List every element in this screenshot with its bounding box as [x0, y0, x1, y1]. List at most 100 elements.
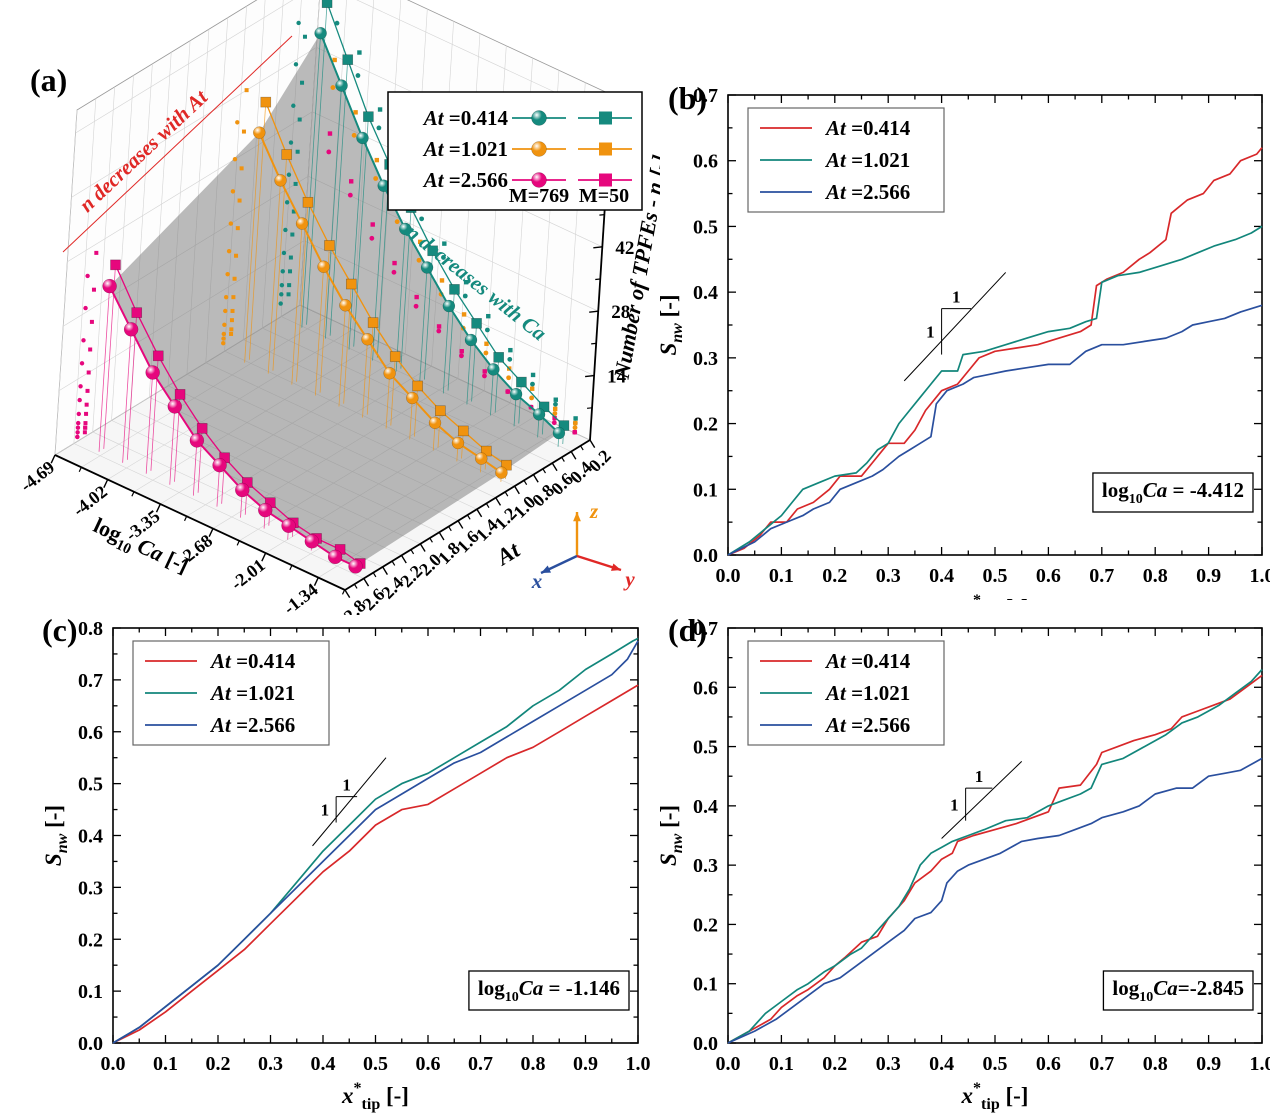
- panel-a-label: (a): [30, 62, 68, 98]
- svg-text:0.0: 0.0: [101, 1053, 126, 1075]
- svg-text:0.8: 0.8: [1143, 1053, 1168, 1075]
- svg-text:0.3: 0.3: [693, 348, 718, 370]
- svg-text:M=50: M=50: [579, 185, 629, 207]
- svg-text:0.4: 0.4: [78, 826, 103, 848]
- svg-text:0.7: 0.7: [693, 618, 718, 640]
- svg-text:At =0.414: At =0.414: [422, 106, 509, 130]
- svg-text:0.0: 0.0: [693, 545, 718, 567]
- svg-text:0.2: 0.2: [693, 414, 718, 436]
- svg-text:Snw [-]: Snw [-]: [41, 805, 71, 866]
- svg-text:0.3: 0.3: [876, 1053, 901, 1075]
- svg-text:1: 1: [950, 795, 959, 814]
- svg-text:log10Ca = -4.412: log10Ca = -4.412: [1102, 478, 1244, 507]
- svg-text:28: 28: [611, 302, 630, 323]
- svg-text:x*tip [-]: x*tip [-]: [961, 592, 1029, 600]
- svg-text:0.0: 0.0: [693, 1033, 718, 1055]
- svg-text:At =2.566: At =2.566: [824, 713, 910, 737]
- svg-text:At =2.566: At =2.566: [422, 168, 508, 192]
- svg-text:0.5: 0.5: [693, 737, 718, 759]
- svg-text:x*tip [-]: x*tip [-]: [961, 1080, 1029, 1113]
- svg-text:0.7: 0.7: [1089, 565, 1114, 587]
- svg-text:0.8: 0.8: [1143, 565, 1168, 587]
- svg-text:0.4: 0.4: [693, 282, 718, 304]
- svg-text:At =1.021: At =1.021: [824, 681, 910, 705]
- svg-text:At: At: [491, 537, 525, 571]
- svg-text:0.0: 0.0: [716, 565, 741, 587]
- svg-text:1: 1: [975, 767, 984, 786]
- svg-text:0.7: 0.7: [693, 85, 718, 107]
- svg-text:0.6: 0.6: [1036, 1053, 1061, 1075]
- svg-text:0.2: 0.2: [78, 929, 103, 951]
- svg-text:1: 1: [321, 801, 330, 820]
- svg-text:0.7: 0.7: [468, 1053, 493, 1075]
- svg-text:0.3: 0.3: [258, 1053, 283, 1075]
- svg-text:x*tip [-]: x*tip [-]: [341, 1080, 409, 1113]
- svg-text:At =2.566: At =2.566: [209, 713, 295, 737]
- svg-text:0.1: 0.1: [693, 974, 718, 996]
- svg-text:0.6: 0.6: [78, 722, 103, 744]
- svg-text:0.8: 0.8: [78, 618, 103, 640]
- svg-text:0.1: 0.1: [78, 981, 103, 1003]
- panel-b-line-plot: 0.0 0.1 0.2 0.3 0.4 0.5 0.6 0.7 0.8 0.9 1.0 0.0 0.1 0…: [660, 85, 1270, 600]
- svg-text:log10Ca=-2.845: log10Ca=-2.845: [1112, 976, 1244, 1005]
- svg-text:0.9: 0.9: [1196, 1053, 1221, 1075]
- svg-text:At =0.414: At =0.414: [209, 649, 296, 673]
- svg-text:0.1: 0.1: [769, 565, 794, 587]
- svg-text:0.1: 0.1: [769, 1053, 794, 1075]
- svg-text:At =1.021: At =1.021: [824, 148, 910, 172]
- svg-text:0.7: 0.7: [1089, 1053, 1114, 1075]
- svg-text:1: 1: [342, 776, 351, 795]
- svg-text:0.5: 0.5: [693, 216, 718, 238]
- svg-text:0.9: 0.9: [1196, 565, 1221, 587]
- svg-text:0.4: 0.4: [929, 1053, 954, 1075]
- svg-text:At =0.414: At =0.414: [824, 649, 911, 673]
- panel-c-label: (c): [42, 612, 78, 648]
- svg-text:0.5: 0.5: [363, 1053, 388, 1075]
- svg-text:0.4: 0.4: [311, 1053, 336, 1075]
- panel-d-line-plot: 0.0 0.1 0.2 0.3 0.4 0.5 0.6 0.7 0.8 0.9 1.0 0.0 0.1 0…: [660, 618, 1270, 1113]
- svg-text:0.0: 0.0: [716, 1053, 741, 1075]
- svg-text:At =1.021: At =1.021: [209, 681, 295, 705]
- svg-text:0.2: 0.2: [822, 565, 847, 587]
- svg-text:1.0: 1.0: [1250, 565, 1270, 587]
- panel-b-label: (b): [668, 80, 708, 116]
- svg-text:0.3: 0.3: [693, 855, 718, 877]
- svg-text:y: y: [622, 567, 635, 591]
- svg-text:z: z: [589, 499, 599, 523]
- svg-text:0.1: 0.1: [693, 479, 718, 501]
- svg-text:x: x: [531, 569, 543, 593]
- svg-text:At =1.021: At =1.021: [422, 137, 508, 161]
- svg-text:14: 14: [607, 367, 627, 388]
- svg-text:0.5: 0.5: [983, 565, 1008, 587]
- svg-text:Snw [-]: Snw [-]: [660, 294, 686, 355]
- svg-text:1: 1: [926, 323, 935, 342]
- svg-text:0.2: 0.2: [206, 1053, 231, 1075]
- svg-text:1.0: 1.0: [626, 1053, 651, 1075]
- svg-text:0.2: 0.2: [822, 1053, 847, 1075]
- svg-text:1: 1: [952, 288, 961, 307]
- svg-text:0.6: 0.6: [693, 151, 718, 173]
- svg-text:0.8: 0.8: [521, 1053, 546, 1075]
- svg-text:0.6: 0.6: [416, 1053, 441, 1075]
- svg-text:0.5: 0.5: [983, 1053, 1008, 1075]
- svg-text:M=769: M=769: [509, 185, 569, 207]
- svg-text:Snw [-]: Snw [-]: [660, 805, 686, 866]
- svg-text:0.2: 0.2: [693, 914, 718, 936]
- svg-text:0.4: 0.4: [929, 565, 954, 587]
- svg-text:0.9: 0.9: [573, 1053, 598, 1075]
- panel-d-label: (d): [668, 612, 708, 648]
- svg-text:1.0: 1.0: [1250, 1053, 1270, 1075]
- svg-text:0.7: 0.7: [78, 670, 103, 692]
- svg-text:0.4: 0.4: [693, 796, 718, 818]
- panel-c-line-plot: 0.0 0.1 0.2 0.3 0.4 0.5 0.6 0.7 0.8 0.9 1.0 0.0 0.1 0…: [41, 618, 651, 1113]
- svg-text:0.6: 0.6: [1036, 565, 1061, 587]
- svg-text:0.3: 0.3: [78, 877, 103, 899]
- svg-text:0.6: 0.6: [693, 677, 718, 699]
- svg-text:At =0.414: At =0.414: [824, 116, 911, 140]
- svg-text:At =2.566: At =2.566: [824, 180, 910, 204]
- svg-text:log10Ca = -1.146: log10Ca = -1.146: [478, 976, 620, 1005]
- svg-text:0.5: 0.5: [78, 774, 103, 796]
- svg-text:0.0: 0.0: [78, 1033, 103, 1055]
